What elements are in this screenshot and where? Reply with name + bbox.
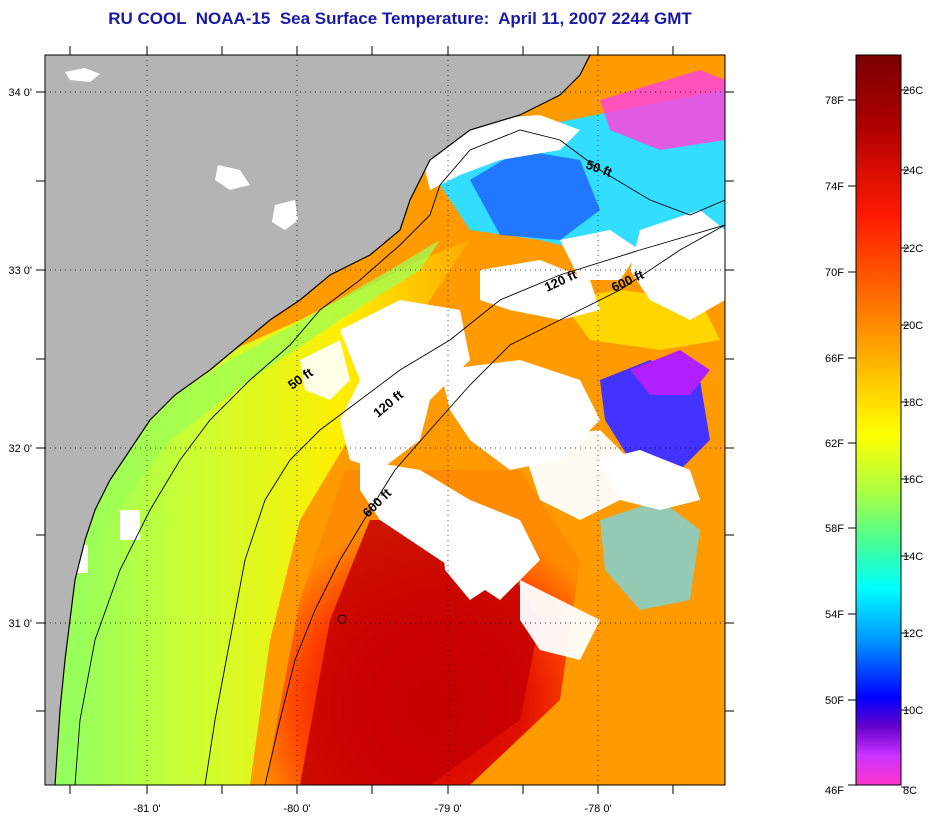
colorbar-c-label: 12C: [903, 628, 923, 640]
colorbar-f-label: 54F: [825, 609, 844, 621]
map-title: RU COOL NOAA-15 Sea Surface Temperature:…: [108, 9, 692, 28]
lat-label-32: 32 0': [8, 443, 32, 455]
magenta-patch-ne: [600, 70, 725, 150]
cold-patch-north: [470, 150, 600, 240]
station-marker: [337, 614, 347, 624]
isobath-120ft: [204, 224, 725, 785]
lat-label-31: 31 0': [8, 618, 32, 630]
lat-label-33: 33 0': [8, 265, 32, 277]
lon-label-79: -79 0': [434, 803, 461, 815]
colorbar-f-label: 74F: [825, 181, 844, 193]
graticule: [45, 55, 725, 785]
colorbar-f-label: 62F: [825, 438, 844, 450]
isobath-600ft: [264, 224, 725, 785]
axis-ticks: [36, 46, 734, 794]
map-frame: [44, 54, 726, 786]
colorbar-c-label: 10C: [903, 705, 923, 717]
colorbar-c-label: 24C: [903, 165, 923, 177]
lon-label-80: -80 0': [283, 803, 310, 815]
cool-patch-se: [600, 500, 700, 610]
isobath-50ft: [74, 129, 725, 785]
colorbar-c-label: 8C: [903, 785, 917, 797]
colorbar-c-label: 16C: [903, 474, 923, 486]
land-clouds: [65, 68, 298, 230]
colorbar-c-label: 14C: [903, 551, 923, 563]
colorbar-f-label: 78F: [825, 95, 844, 107]
cloud-cover: [70, 115, 725, 660]
colorbar-f-label: 58F: [825, 523, 844, 535]
lat-label-34: 34 0': [8, 87, 32, 99]
map-area: 50 ft 120 ft 600 ft 50 ft 120 ft 600 ft: [45, 55, 725, 785]
land-mass: [45, 55, 590, 785]
lon-label-78: -78 0': [584, 803, 611, 815]
colorbar-f-label: 70F: [825, 267, 844, 279]
colorbar-c-label: 22C: [903, 243, 923, 255]
colorbar-c-label: 20C: [903, 320, 923, 332]
colorbar-c-label: 18C: [903, 397, 923, 409]
colorbar-f-label: 46F: [825, 785, 844, 797]
colorbar: 78F 74F 70F 66F 62F 58F 54F 50F 46F 26C …: [825, 54, 923, 797]
colorbar-f-label: 66F: [825, 353, 844, 365]
very-cold-patch-east: [630, 350, 710, 395]
colorbar-c-label: 26C: [903, 85, 923, 97]
coastline: [54, 55, 591, 785]
colorbar-f-label: 50F: [825, 695, 844, 707]
lon-label-81: -81 0': [133, 803, 160, 815]
colorbar-gradient: [855, 54, 902, 786]
